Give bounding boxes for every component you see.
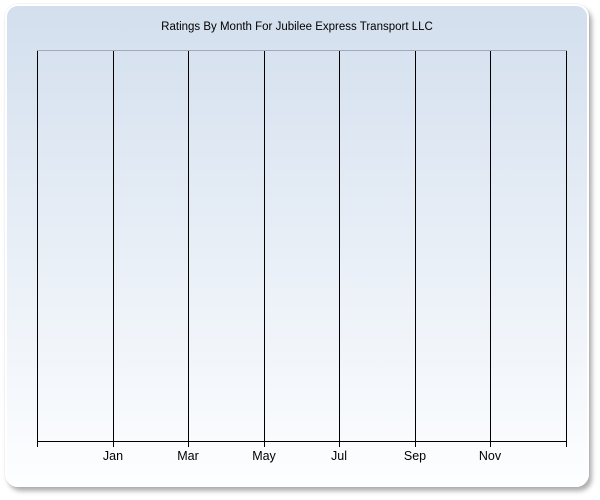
vertical-gridline <box>566 51 567 441</box>
x-axis-tick <box>415 442 416 447</box>
vertical-gridline <box>188 51 189 441</box>
x-axis-label: Jul <box>331 449 347 463</box>
x-axis-tick <box>264 442 265 447</box>
x-axis-label: May <box>252 449 276 463</box>
vertical-gridline <box>490 51 491 441</box>
x-axis-label: Sep <box>403 449 427 463</box>
x-axis-tick <box>490 442 491 447</box>
x-axis-tick <box>37 442 38 447</box>
x-axis-tick <box>339 442 340 447</box>
x-axis-tick <box>113 442 114 447</box>
x-axis-label: Nov <box>478 449 502 463</box>
x-axis-label: Mar <box>177 449 199 463</box>
x-axis-label: Jan <box>102 449 124 463</box>
vertical-gridline <box>37 51 38 441</box>
vertical-gridline <box>113 51 114 441</box>
plot-area: Jan Mar May Jul Sep Nov <box>37 50 567 463</box>
vertical-gridline <box>339 51 340 441</box>
vertical-gridline <box>264 51 265 441</box>
vertical-gridline <box>415 51 416 441</box>
chart-title: Ratings By Month For Jubilee Express Tra… <box>161 21 433 33</box>
x-axis-tick <box>188 442 189 447</box>
x-axis-tick <box>566 442 567 447</box>
chart-card: Ratings By Month For Jubilee Express Tra… <box>5 4 589 487</box>
